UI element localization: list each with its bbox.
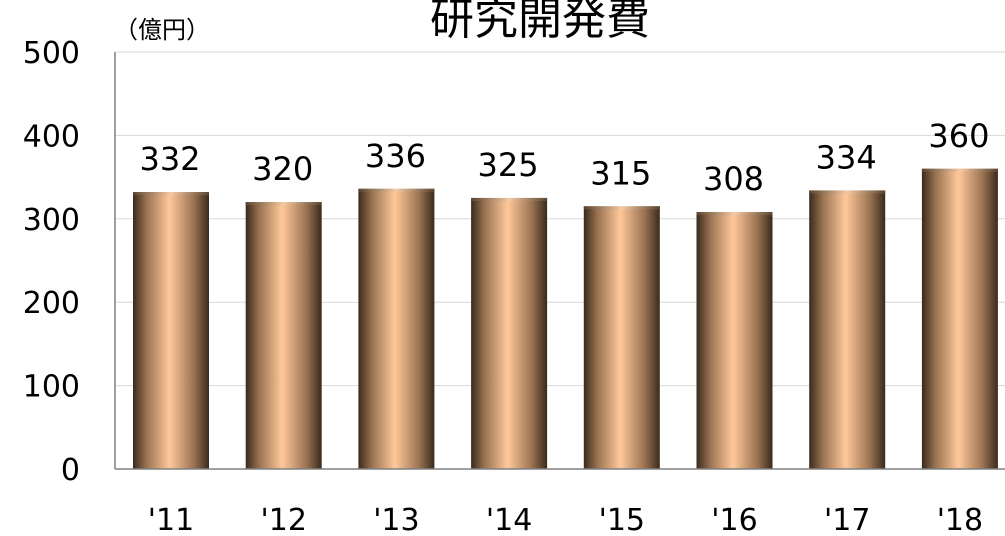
- bar-top-edge: [921, 168, 998, 172]
- data-labels: 332 320 336 325 315 308 334 360: [139, 117, 989, 198]
- bar: [809, 190, 886, 469]
- bar-top-edge: [358, 188, 435, 192]
- data-label: 336: [365, 137, 426, 175]
- x-tick-label: '16: [711, 503, 757, 536]
- bar-top-edge: [583, 206, 660, 210]
- bar: [133, 192, 209, 469]
- x-axis-ticks: '11 '12 '13 '14 '15 '16 '17 '18: [148, 503, 983, 536]
- data-label: 360: [928, 117, 989, 155]
- bar: [583, 206, 660, 470]
- bar-top-edge: [133, 192, 209, 196]
- data-label: 334: [816, 138, 877, 176]
- y-tick-label: 200: [23, 286, 80, 321]
- data-label: 332: [139, 140, 200, 178]
- bar-top-edge: [245, 202, 322, 206]
- chart-title: 研究開発費: [430, 0, 650, 45]
- data-label: 320: [252, 150, 313, 188]
- bar-top-edge: [809, 190, 886, 194]
- bar-top-edge: [696, 212, 773, 216]
- x-tick-label: '15: [599, 503, 645, 536]
- y-tick-label: 0: [61, 453, 80, 488]
- x-tick-label: '11: [148, 503, 194, 536]
- bar: [921, 168, 998, 469]
- x-tick-label: '13: [373, 503, 419, 536]
- unit-label: （億円）: [114, 16, 210, 44]
- y-tick-label: 500: [23, 36, 80, 71]
- y-axis-ticks: 0 100 200 300 400 500: [23, 36, 80, 488]
- data-label: 315: [590, 154, 651, 192]
- x-tick-label: '18: [937, 503, 983, 536]
- data-label: 325: [478, 146, 539, 184]
- bar: [471, 197, 548, 469]
- x-tick-label: '14: [486, 503, 532, 536]
- bar-top-edge: [471, 197, 548, 201]
- y-tick-label: 100: [23, 370, 80, 405]
- y-tick-label: 300: [23, 203, 80, 238]
- bar: [696, 212, 773, 470]
- y-tick-label: 400: [23, 119, 80, 154]
- bar: [245, 202, 322, 469]
- data-label: 308: [703, 160, 764, 198]
- bar: [358, 188, 435, 469]
- bars: [133, 168, 998, 470]
- x-tick-label: '17: [824, 503, 870, 536]
- x-tick-label: '12: [260, 503, 306, 536]
